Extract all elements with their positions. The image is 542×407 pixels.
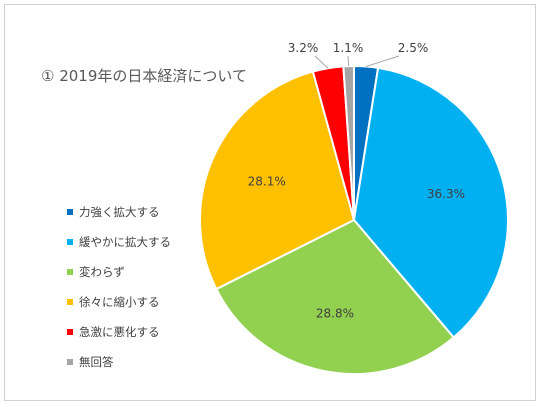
data-label: 3.2%	[288, 41, 319, 55]
legend-item: 徐々に縮小する	[67, 287, 171, 317]
chart-title: ① 2019年の日本経済について	[41, 67, 247, 85]
pie-slice	[342, 64, 355, 221]
data-label: 36.3%	[427, 187, 465, 201]
data-label: 1.1%	[333, 41, 364, 55]
data-label: 28.1%	[248, 174, 286, 188]
legend-item: 変わらず	[67, 257, 171, 287]
legend-item: 緩やかに拡大する	[67, 227, 171, 257]
legend-swatch	[67, 209, 73, 215]
legend-label: 緩やかに拡大する	[79, 235, 171, 249]
legend-label: 急激に悪化する	[79, 325, 160, 339]
data-label: 2.5%	[398, 41, 429, 55]
leader-line	[314, 55, 329, 69]
legend-label: 無回答	[79, 355, 114, 369]
legend-item: 無回答	[67, 347, 171, 377]
pie-slice	[199, 70, 356, 291]
legend-label: 変わらず	[79, 265, 125, 279]
legend: 力強く拡大する 緩やかに拡大する 変わらず 徐々に縮小する 急激に悪化する 無回…	[67, 197, 171, 377]
legend-item: 急激に悪化する	[67, 317, 171, 347]
legend-swatch	[67, 269, 73, 275]
legend-label: 力強く拡大する	[79, 205, 160, 219]
legend-swatch	[67, 359, 73, 365]
pie-slice	[352, 66, 510, 339]
legend-swatch	[67, 239, 73, 245]
pie-slice	[215, 218, 456, 375]
legend-swatch	[67, 329, 73, 335]
legend-item: 力強く拡大する	[67, 197, 171, 227]
leader-line	[347, 55, 350, 67]
data-label: 28.8%	[316, 307, 354, 321]
legend-swatch	[67, 299, 73, 305]
legend-label: 徐々に縮小する	[79, 295, 160, 309]
leader-line	[365, 55, 400, 67]
